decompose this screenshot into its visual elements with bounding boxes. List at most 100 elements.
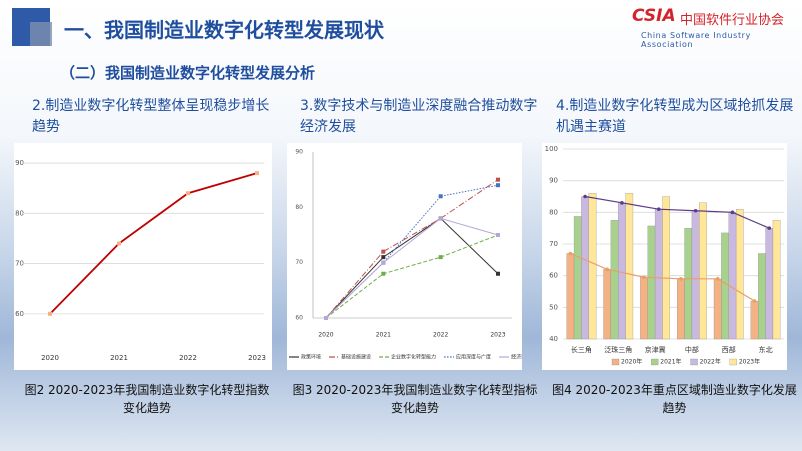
chart-panel: 60 70 80 90 2020 2021 2022 2023 政策环境 基础设施建设 企业数字化转… <box>287 143 556 370</box>
x-tick-label: 2021 <box>110 354 128 362</box>
overlay-marker <box>767 226 772 230</box>
bar <box>647 225 656 340</box>
y-tick-label: 100 <box>545 145 558 153</box>
org-name-en: China Software Industry Association <box>641 31 751 49</box>
y-tick-label: 90 <box>15 159 24 167</box>
overlay-marker <box>656 207 661 211</box>
overlay-line <box>584 195 770 229</box>
overlay-marker <box>715 277 720 281</box>
data-marker <box>496 183 500 188</box>
legend-label: 2021年 <box>660 358 681 366</box>
y-tick-label: 80 <box>549 208 558 216</box>
bar <box>721 232 729 340</box>
overlay-marker <box>752 299 757 303</box>
x-tick-label: 泛珠三角 <box>604 345 632 354</box>
x-tick-label: 2021 <box>376 332 391 339</box>
bar <box>728 212 737 340</box>
data-marker <box>496 233 500 237</box>
x-tick-label: 东北 <box>759 345 773 354</box>
overlay-marker <box>642 275 646 280</box>
logo: CSIA <box>632 6 676 26</box>
y-tick-label: 50 <box>549 303 558 311</box>
chart: 60 70 80 90 2020 2021 2022 2023 <box>15 159 266 362</box>
bar <box>573 216 582 340</box>
overlay-marker <box>605 267 609 272</box>
x-tick-label: 2020 <box>41 354 59 362</box>
y-tick-label: 90 <box>549 177 558 185</box>
data-marker <box>438 216 443 221</box>
bar <box>758 253 766 340</box>
org-name: 中国软件行业协会 <box>680 13 785 28</box>
data-line <box>325 217 499 319</box>
bar <box>713 278 722 340</box>
subtitle: （二）我国制造业数字化转型发展分析 <box>60 64 316 82</box>
bar <box>691 210 700 340</box>
bar <box>640 277 648 340</box>
bar <box>603 269 612 340</box>
y-tick-label: 70 <box>15 260 24 268</box>
overlay-marker <box>679 277 683 281</box>
y-tick-label: 70 <box>549 240 558 248</box>
legend-label: 2020年 <box>621 358 642 366</box>
y-tick-label: 70 <box>295 259 303 266</box>
bar <box>618 202 626 340</box>
y-tick-label: 80 <box>295 204 303 211</box>
x-tick-label: 西部 <box>722 345 736 354</box>
data-marker <box>496 271 500 276</box>
chart: 60 70 80 90 2020 2021 2022 2023 政策环境 基础设施建设 企业数字化转… <box>289 149 556 361</box>
data-marker <box>381 271 386 276</box>
legend-swatch <box>651 358 659 366</box>
data-marker <box>255 171 259 176</box>
overlay-marker <box>583 194 587 199</box>
data-marker <box>324 316 328 320</box>
bar <box>588 193 597 340</box>
x-tick-label: 2022 <box>179 354 197 362</box>
caption: 图4 2020-2023年重点区域制造业数字化发展趋势 <box>552 383 797 415</box>
bar <box>610 220 619 340</box>
data-marker <box>438 194 443 199</box>
bar <box>581 196 589 340</box>
bar <box>654 209 663 340</box>
x-tick-label: 2020 <box>318 332 333 339</box>
overlay-marker <box>730 210 735 215</box>
data-marker <box>381 255 386 260</box>
legend-swatch <box>611 358 620 366</box>
x-tick-label: 京津冀 <box>645 345 666 354</box>
bar <box>772 220 781 340</box>
bar <box>699 202 707 340</box>
bar <box>765 228 774 340</box>
legend-label: 政策环境 <box>301 354 321 361</box>
x-tick-label: 中部 <box>685 345 699 354</box>
data-marker <box>381 249 386 254</box>
legend-label: 基础设施建设 <box>341 354 371 361</box>
data-marker <box>381 260 386 265</box>
legend-label: 企业数字化转型能力 <box>391 354 436 361</box>
data-line <box>325 179 499 319</box>
chart-panel: 60 70 80 90 2020 2021 2022 2023 <box>14 143 272 370</box>
y-tick-label: 60 <box>15 310 24 318</box>
data-marker <box>438 255 443 260</box>
bar <box>662 196 670 340</box>
y-tick-label: 80 <box>15 209 24 217</box>
decor-square <box>30 22 52 46</box>
panel-heading: 4.制造业数字化转型成为区域抢抓发展机遇主赛道 <box>556 98 794 135</box>
overlay-marker <box>693 208 698 213</box>
bar <box>566 253 575 340</box>
overlay-marker <box>568 251 573 256</box>
y-tick-label: 40 <box>549 335 558 343</box>
panel-heading: 2.制造业数字化转型整体呈现稳步增长趋势 <box>32 98 270 135</box>
panel-heading: 3.数字技术与制造业深度融合推动数字经济发展 <box>300 98 538 135</box>
caption: 图3 2020-2023年我国制造业数字化转型指标变化趋势 <box>292 383 538 415</box>
overlay-marker <box>620 201 624 205</box>
y-tick-label: 60 <box>295 315 303 322</box>
bar <box>625 193 634 340</box>
data-line <box>325 234 499 319</box>
x-tick-label: 2023 <box>490 332 505 339</box>
data-marker <box>117 241 121 246</box>
data-marker <box>496 177 500 182</box>
legend-swatch <box>729 358 737 366</box>
caption: 图2 2020-2023年我国制造业数字化转型指数变化趋势 <box>24 383 270 415</box>
bar <box>677 278 685 340</box>
data-line <box>49 172 258 315</box>
y-tick-label: 60 <box>549 272 558 280</box>
